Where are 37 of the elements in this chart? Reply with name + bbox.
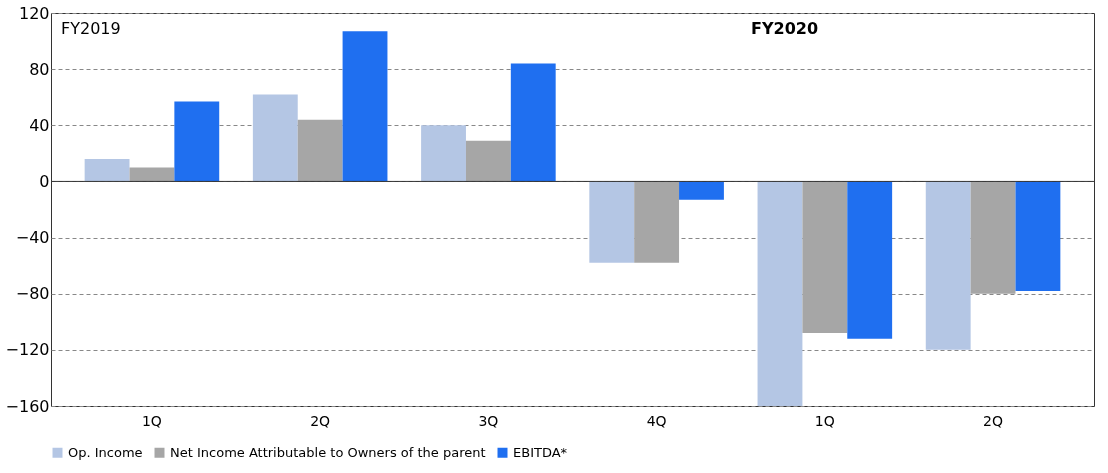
y-tick-label: 80 bbox=[29, 59, 50, 79]
x-tick-label: 1Q bbox=[141, 412, 162, 429]
bar bbox=[174, 101, 220, 182]
legend-label: Net Income Attributable to Owners of the parent bbox=[170, 444, 486, 460]
bar bbox=[129, 167, 175, 182]
bar bbox=[297, 119, 343, 182]
bar bbox=[634, 181, 680, 263]
y-tick-label: −80 bbox=[15, 284, 50, 304]
bar bbox=[679, 181, 724, 200]
bar bbox=[802, 181, 848, 334]
y-tick-label: 40 bbox=[29, 115, 50, 135]
bar bbox=[970, 181, 1016, 294]
legend-label: Op. Income bbox=[68, 444, 143, 460]
legend-label: EBITDA* bbox=[513, 444, 568, 460]
y-tick-label: 0 bbox=[39, 171, 50, 191]
x-tick-label: 1Q bbox=[814, 412, 835, 429]
bar bbox=[252, 94, 298, 182]
bar bbox=[84, 158, 130, 182]
annotation: FY2019 bbox=[61, 19, 121, 38]
annotation: FY2020 bbox=[751, 19, 819, 38]
bar bbox=[421, 125, 466, 182]
bar bbox=[342, 31, 388, 182]
x-tick-label: 2Q bbox=[310, 412, 331, 429]
y-tick-label: −120 bbox=[5, 340, 50, 360]
x-tick-label: 4Q bbox=[646, 412, 667, 429]
bar bbox=[1015, 181, 1061, 291]
bar bbox=[847, 181, 893, 339]
bar bbox=[510, 63, 556, 182]
x-tick-label: 2Q bbox=[983, 412, 1004, 429]
bar bbox=[925, 181, 971, 350]
x-tick-label: 3Q bbox=[478, 412, 499, 429]
y-tick-label: 120 bbox=[18, 3, 50, 23]
y-tick-label: −160 bbox=[5, 396, 50, 416]
bar bbox=[589, 181, 635, 263]
y-tick-label: −40 bbox=[15, 228, 50, 248]
bar bbox=[757, 181, 803, 406]
bar bbox=[465, 140, 511, 182]
